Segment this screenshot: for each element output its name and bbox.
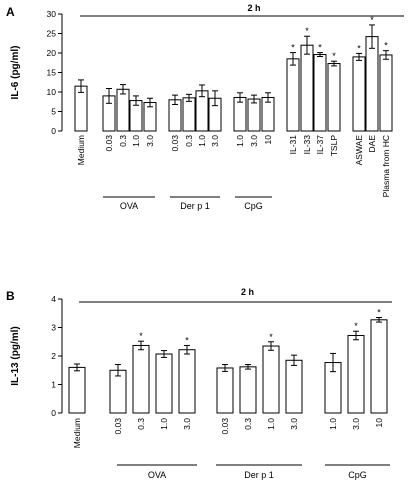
category-label: 0.03: [170, 135, 180, 152]
y-tick-label: 30: [47, 9, 57, 19]
category-label: 10: [263, 135, 273, 145]
category-label: Medium: [72, 418, 82, 448]
bar: [109, 369, 127, 414]
bar: [327, 63, 341, 132]
bar: [239, 366, 257, 414]
y-axis-label: IL-13 (pg/ml): [10, 326, 21, 385]
significance-star: *: [332, 51, 336, 61]
significance-star: *: [357, 43, 361, 53]
category-label: 1.0: [197, 135, 207, 147]
panel-letter: A: [6, 5, 15, 19]
bar: [262, 345, 280, 414]
chart-panel-b: B 0 1 2 3 4 IL-13 (pg/ml) 2 h Medium 0.03 * 0.3 1.0 *…: [6, 287, 392, 480]
category-label: 0.3: [136, 418, 146, 430]
bar: [300, 44, 314, 132]
category-label: DAE: [367, 135, 377, 153]
category-label: 3.0: [289, 418, 299, 430]
y-tick-label: 20: [47, 48, 57, 58]
group-label: OVA: [120, 201, 138, 211]
bar: [178, 349, 196, 414]
category-label: 0.3: [118, 135, 128, 147]
category-label: 1.0: [159, 418, 169, 430]
category-label: 10: [374, 418, 384, 428]
bar: [313, 54, 327, 132]
y-tick-label: 10: [47, 87, 57, 97]
chart-panel-a: A 0 5 10 15 20 25 30 IL-6 (pg/ml) 2 h Medium 0.03 0.…: [6, 3, 404, 211]
significance-star: *: [370, 15, 374, 25]
group-label: Der p 1: [244, 470, 274, 480]
category-label: Medium: [76, 135, 86, 165]
significance-star: *: [185, 335, 189, 345]
category-label: 1.0: [266, 418, 276, 430]
y-tick-label: 15: [47, 68, 57, 78]
timepoint-label: 2 h: [241, 287, 254, 297]
bar: [370, 319, 388, 414]
category-label: 3.0: [210, 135, 220, 147]
y-tick-label: 0: [51, 126, 56, 136]
category-label: TSLP: [329, 135, 339, 157]
category-label: 1.0: [235, 135, 245, 147]
bar: [155, 353, 173, 414]
significance-star: *: [377, 308, 381, 318]
y-tick-label: 5: [51, 107, 56, 117]
bar: [365, 36, 379, 132]
category-label: IL-37: [315, 135, 325, 155]
bar: [182, 97, 196, 132]
significance-star: *: [139, 331, 143, 341]
bar: [216, 367, 234, 414]
y-axis-label: IL-6 (pg/ml): [10, 46, 21, 100]
category-label: 3.0: [182, 418, 192, 430]
bar: [285, 359, 303, 414]
category-label: 0.3: [184, 135, 194, 147]
category-label: 3.0: [249, 135, 259, 147]
bar: [352, 56, 366, 132]
y-tick-label: 4: [51, 294, 56, 304]
y-tick-label: 2: [51, 351, 56, 361]
timepoint-label: 2 h: [247, 3, 260, 13]
category-label: IL-31: [288, 135, 298, 155]
bar: [132, 344, 150, 414]
category-label: Plasma from HC: [381, 135, 391, 197]
category-label: 1.0: [328, 418, 338, 430]
category-label: 0.03: [113, 418, 123, 435]
significance-star: *: [269, 332, 273, 342]
group-label: OVA: [148, 470, 166, 480]
y-tick-label: 3: [51, 323, 56, 333]
bar: [286, 58, 300, 132]
category-label: IL-33: [302, 135, 312, 155]
bar: [379, 54, 393, 132]
group-label: CpG: [348, 470, 367, 480]
category-label: 0.03: [220, 418, 230, 435]
bar: [347, 334, 365, 414]
category-label: 1.0: [131, 135, 141, 147]
y-tick-label: 25: [47, 29, 57, 39]
panel-letter: B: [6, 289, 15, 303]
significance-star: *: [305, 26, 309, 36]
bar: [116, 88, 130, 132]
category-label: 0.3: [243, 418, 253, 430]
bar: [68, 366, 86, 414]
significance-star: *: [291, 43, 295, 53]
y-tick-label: 1: [51, 380, 56, 390]
significance-star: *: [354, 321, 358, 331]
category-label: 3.0: [351, 418, 361, 430]
category-label: ASWAE: [354, 135, 364, 166]
group-label: CpG: [244, 201, 263, 211]
group-label: Der p 1: [180, 201, 210, 211]
category-label: 0.03: [104, 135, 114, 152]
bar: [247, 98, 261, 132]
category-label: 3.0: [145, 135, 155, 147]
y-tick-label: 0: [51, 408, 56, 418]
significance-star: *: [384, 41, 388, 51]
significance-star: *: [318, 43, 322, 53]
